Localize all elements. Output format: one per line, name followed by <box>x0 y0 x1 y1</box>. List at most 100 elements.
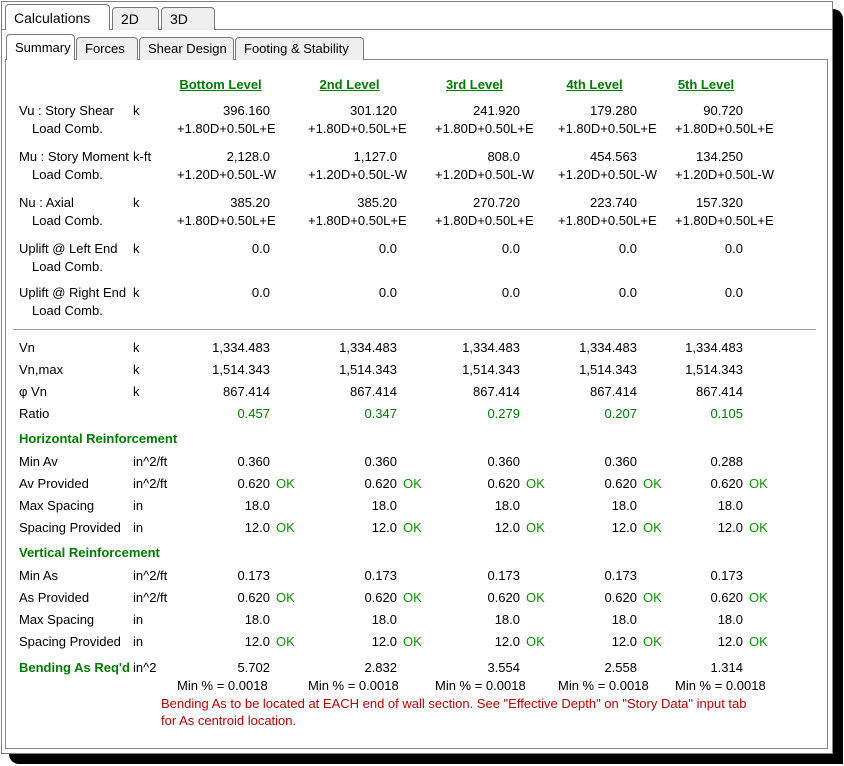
ratio-value: 0.279 <box>487 406 520 421</box>
row-uplift-right-end: Uplift @ Right End Load Comb. k 0.0 0.0 0… <box>11 284 826 320</box>
value: 12.0 <box>244 520 270 535</box>
value: 1,514.343 <box>462 362 520 377</box>
row-label: Min Av <box>19 454 58 469</box>
value: 3.554 <box>487 660 520 675</box>
value: 1,334.483 <box>212 340 270 355</box>
value: 0.173 <box>710 568 743 583</box>
row-label: Bending As Req'd <box>19 660 130 675</box>
ok-flag: OK <box>526 476 545 491</box>
row-unit: k-ft <box>133 149 152 164</box>
value: 12.0 <box>371 520 397 535</box>
load-combo: +1.80D+0.50L+E <box>177 121 276 136</box>
col-header-2nd-level: 2nd Level <box>319 77 380 92</box>
value: 0.0 <box>501 241 520 256</box>
value: 0.0 <box>251 241 270 256</box>
value: 12.0 <box>717 634 743 649</box>
window-shadow-right <box>833 9 843 763</box>
ratio-value: 0.105 <box>710 406 743 421</box>
ok-flag: OK <box>526 634 545 649</box>
min-percent: Min % = 0.0018 <box>435 678 526 693</box>
value: 385.20 <box>357 195 397 210</box>
row-nu-axial: Nu : Axial Load Comb. k 385.20 +1.80D+0.50… <box>11 194 826 230</box>
ok-flag: OK <box>749 476 768 491</box>
value: 1.314 <box>710 660 743 675</box>
row-min-as: Min As in^2/ft 0.173 0.173 0.173 0.173 0… <box>11 565 826 587</box>
min-percent: Min % = 0.0018 <box>675 678 766 693</box>
value: 0.620 <box>487 476 520 491</box>
ok-flag: OK <box>403 590 422 605</box>
value: 0.360 <box>604 454 637 469</box>
value: 0.620 <box>604 476 637 491</box>
row-unit: k <box>133 285 140 300</box>
ok-flag: OK <box>403 476 422 491</box>
row-unit: in^2/ft <box>133 454 168 469</box>
row-unit: in <box>133 520 144 535</box>
tab-3d[interactable]: 3D <box>161 7 215 30</box>
ok-flag: OK <box>643 634 662 649</box>
load-combo: +1.80D+0.50L+E <box>435 121 534 136</box>
row-label: Nu : Axial <box>19 195 74 210</box>
row-unit: in^2/ft <box>133 568 168 583</box>
row-sublabel: Load Comb. <box>32 259 103 274</box>
row-unit: k <box>133 340 140 355</box>
tab-2d[interactable]: 2D <box>112 7 159 30</box>
ok-flag: OK <box>749 520 768 535</box>
row-unit: in^2/ft <box>133 590 168 605</box>
row-mu-story-moment: Mu : Story Moment Load Comb. k-ft 2,128.0… <box>11 148 826 184</box>
row-spacing-provided-v: Spacing Provided in 12.0 OK 12.0 OK 12.0 OK… <box>11 631 826 653</box>
tab-shear-design[interactable]: Shear Design <box>139 37 234 60</box>
ok-flag: OK <box>526 520 545 535</box>
row-uplift-left-end: Uplift @ Left End Load Comb. k 0.0 0.0 0.… <box>11 240 826 276</box>
row-label: Uplift @ Right End <box>19 285 127 300</box>
value: 2.832 <box>364 660 397 675</box>
value: 0.288 <box>710 454 743 469</box>
value: 867.414 <box>473 384 520 399</box>
value: 0.0 <box>501 285 520 300</box>
value: 12.0 <box>717 520 743 535</box>
summary-report: Bottom Level 2nd Level 3rd Level 4th Lev… <box>7 61 826 747</box>
ok-flag: OK <box>643 590 662 605</box>
value: 0.620 <box>364 476 397 491</box>
tab-forces[interactable]: Forces <box>76 37 138 60</box>
col-header-bottom-level: Bottom Level <box>179 77 262 92</box>
row-sublabel: Load Comb. <box>32 213 103 228</box>
value: 1,334.483 <box>339 340 397 355</box>
ok-flag: OK <box>526 590 545 605</box>
section-title-vertical-reinforcement: Vertical Reinforcement <box>19 545 160 560</box>
row-label: Spacing Provided <box>19 520 121 535</box>
row-ratio: Ratio 0.457 0.347 0.279 0.207 0.105 <box>11 403 826 425</box>
row-phi-vn: φ Vn k 867.414 867.414 867.414 867.414 8… <box>11 381 826 403</box>
row-unit: in^2 <box>133 660 157 675</box>
ok-flag: OK <box>276 520 295 535</box>
row-unit: k <box>133 362 140 377</box>
row-label: Av Provided <box>19 476 89 491</box>
row-label: Ratio <box>19 406 50 421</box>
value: 0.620 <box>710 476 743 491</box>
value: 12.0 <box>494 634 520 649</box>
row-spacing-provided-h: Spacing Provided in 12.0 OK 12.0 OK 12.0 OK… <box>11 517 826 539</box>
ok-flag: OK <box>749 590 768 605</box>
row-label: φ Vn <box>19 384 47 399</box>
min-percent: Min % = 0.0018 <box>177 678 268 693</box>
row-unit: k <box>133 103 140 118</box>
value: 18.0 <box>717 612 743 627</box>
row-unit: in^2/ft <box>133 476 168 491</box>
value: 0.0 <box>724 241 743 256</box>
row-label: Spacing Provided <box>19 634 121 649</box>
row-vn-max: Vn,max k 1,514.343 1,514.343 1,514.343 1… <box>11 359 826 381</box>
value: 241.920 <box>473 103 520 118</box>
tab-calculations[interactable]: Calculations <box>5 4 110 30</box>
value: 18.0 <box>611 612 637 627</box>
row-unit: in <box>133 612 144 627</box>
bending-note-line2: for As centroid location. <box>161 713 297 728</box>
tab-footing-stability[interactable]: Footing & Stability <box>235 37 364 60</box>
row-vn: Vn k 1,334.483 1,334.483 1,334.483 1,334… <box>11 337 826 359</box>
row-label: As Provided <box>19 590 90 605</box>
value: 1,514.343 <box>685 362 743 377</box>
value: 396.160 <box>223 103 270 118</box>
calculations-tab-page: Summary Forces Shear Design Footing & St… <box>2 29 832 753</box>
value: 0.0 <box>618 241 637 256</box>
row-label: Vu : Story Shear <box>19 103 114 118</box>
tab-summary[interactable]: Summary <box>6 34 75 60</box>
value: 1,514.343 <box>339 362 397 377</box>
